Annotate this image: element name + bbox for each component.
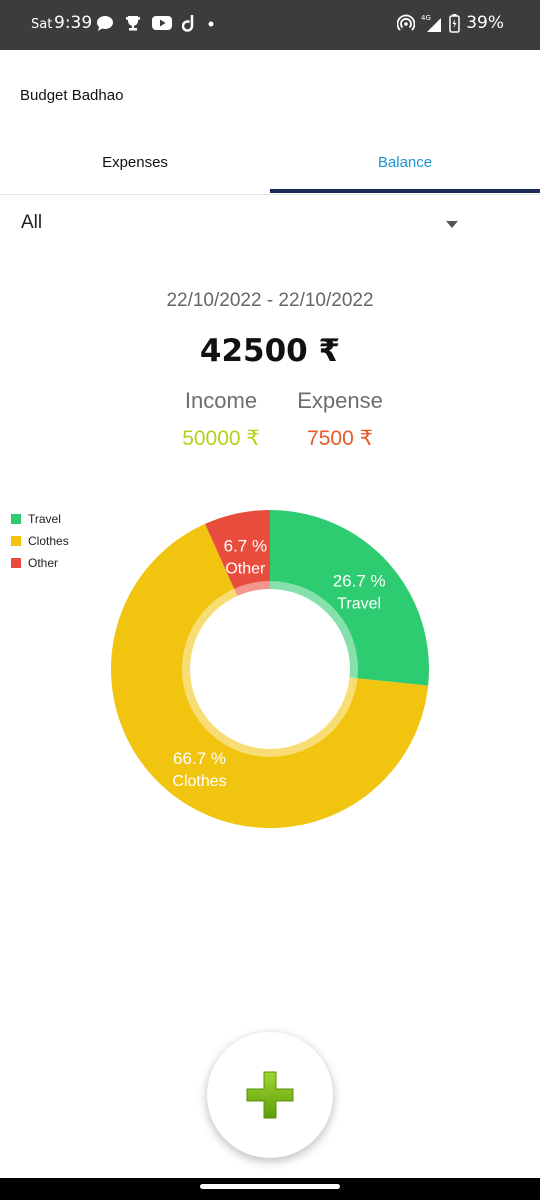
tab-balance[interactable]: Balance [377,154,433,171]
legend-label: Travel [28,512,61,526]
income-label: Income [184,388,258,413]
dailyhunt-icon [182,15,194,32]
balance-amount: 42500 ₹ [199,333,341,369]
legend-item: Other [11,552,69,574]
legend-swatch [11,536,21,546]
svg-text:4G: 4G [421,14,431,22]
system-icons: 4G 39% [397,13,504,33]
legend-label: Other [28,556,59,570]
dropdown-arrow-icon [446,221,458,228]
date-range: 22/10/2022 - 22/10/2022 [166,290,374,311]
expense-label: Expense [297,388,383,413]
slice-category-label: Other [225,561,266,578]
category-filter-dropdown[interactable]: All [0,200,480,248]
signal-icon: 4G [421,14,442,32]
tab-bar: Expenses Balance [0,140,540,195]
tab-indicator [270,189,540,193]
income-value: 50000 ₹ [182,427,260,450]
donut-hole [190,589,350,749]
slice-category-label: Travel [337,596,381,613]
battery-icon [449,13,460,33]
status-bar: Sat 9:39 4G 39% [0,0,540,50]
dot-icon [208,21,214,27]
trophy-icon [125,16,141,31]
status-time: 9:39 [54,13,93,33]
legend-swatch [11,558,21,568]
expense-value: 7500 ₹ [307,427,373,450]
expense-summary: Expense 7500 ₹ [290,388,390,452]
hotspot-icon [397,14,416,31]
slice-percent-label: 66.7 % [173,749,226,768]
slice-label-clothes: 66.7 % Clothes [172,749,226,790]
youtube-icon [152,16,172,30]
home-gesture-handle[interactable] [200,1184,340,1189]
system-nav-bar [0,1178,540,1200]
slice-percent-label: 26.7 % [333,572,386,591]
slice-label-travel: 26.7 % Travel [333,572,386,613]
filter-selected-value: All [21,212,43,233]
plus-icon [246,1071,294,1119]
legend-swatch [11,514,21,524]
income-summary: Income 50000 ₹ [172,388,270,452]
slice-label-other: 6.7 % Other [224,537,267,578]
expense-donut-chart[interactable]: 26.7 % Travel 66.7 % Clothes 6.7 % Other [0,0,540,900]
notification-icons [96,14,216,32]
legend-label: Clothes [28,534,69,548]
legend-item: Clothes [11,530,69,552]
tab-expenses[interactable]: Expenses [102,154,168,171]
battery-percent: 39% [466,13,504,33]
slice-percent-label: 6.7 % [224,537,267,556]
chart-legend: Travel Clothes Other [11,508,69,574]
chat-bubble-icon [97,16,113,31]
slice-category-label: Clothes [172,773,226,790]
add-entry-button[interactable] [207,1032,333,1158]
legend-item: Travel [11,508,69,530]
app-title: Budget Badhao [20,87,124,104]
status-day: Sat [31,17,53,32]
